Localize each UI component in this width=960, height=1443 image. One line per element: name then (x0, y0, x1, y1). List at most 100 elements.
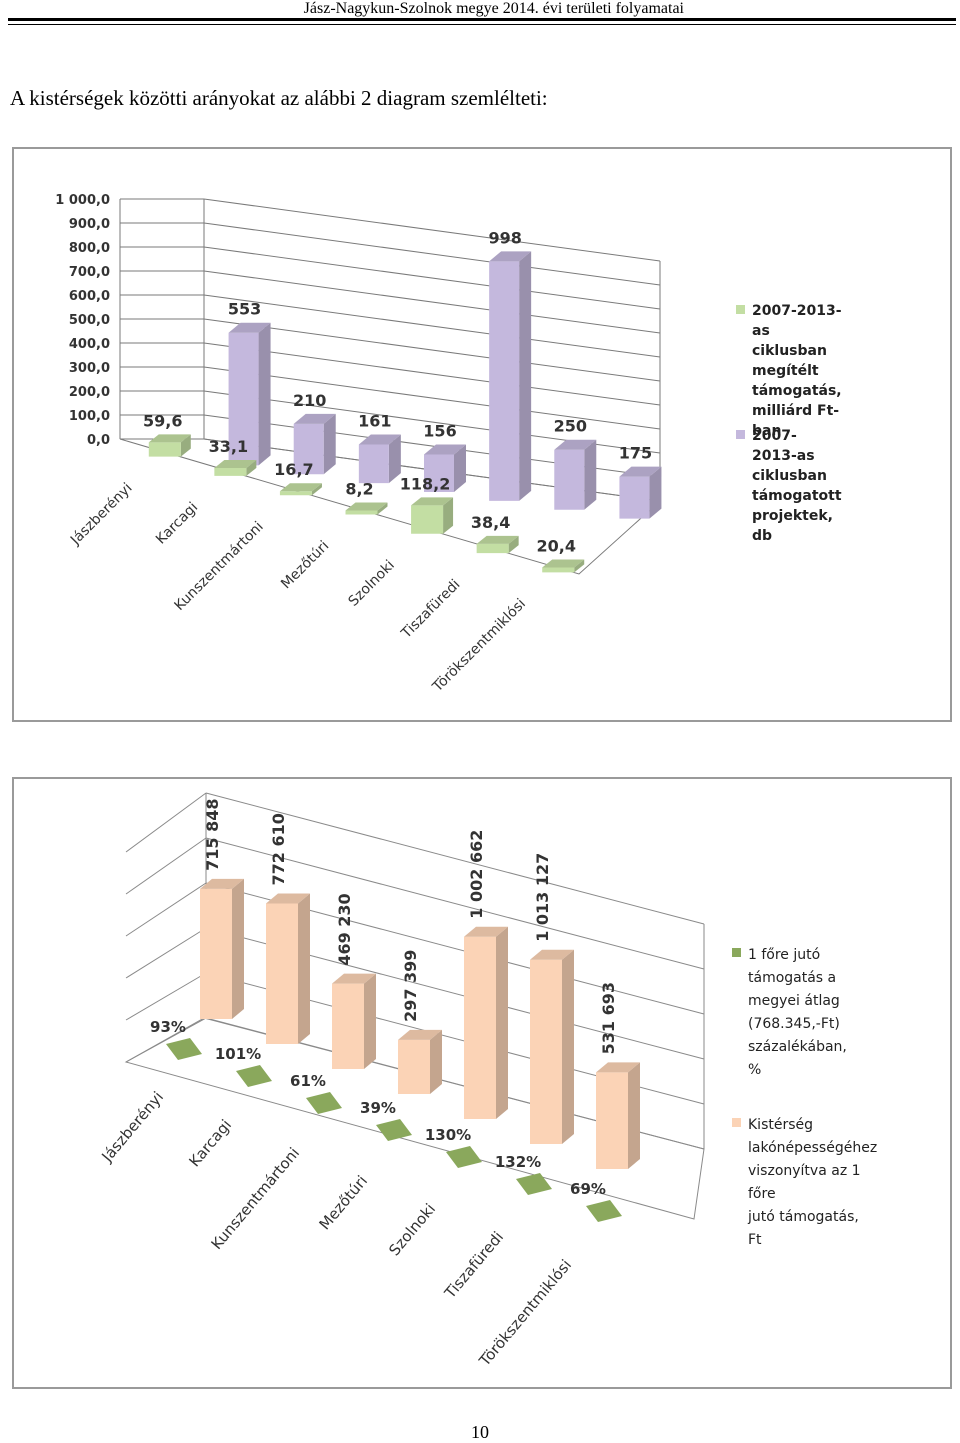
gridline-side (125, 837, 207, 895)
y-tick-label: 200,0 (69, 385, 110, 400)
chart-projects: 1 000,0 900,0 800,0 700,0 600,0 500,0 400,0 300… (55, 193, 662, 696)
bar-per-capita (596, 1062, 640, 1169)
bar-per-capita-front (332, 983, 364, 1069)
bar-support (148, 434, 191, 457)
bar-support-front (542, 567, 575, 573)
legend-swatch-per-capita (732, 1118, 741, 1127)
bar-per-capita-top (332, 973, 376, 984)
data-label-support: 59,6 (143, 411, 182, 430)
data-label-percent: 130% (425, 1126, 471, 1144)
bar-per-capita-top (398, 1029, 442, 1040)
bar-projects-front (489, 261, 520, 501)
legend-swatch-percent (732, 948, 741, 957)
category-label: Karcagi (153, 499, 201, 547)
bar-projects-side (519, 251, 532, 501)
bar-per-capita-side (364, 973, 376, 1069)
bar-support (476, 535, 519, 554)
header-rule (8, 18, 956, 21)
bar-projects-top (293, 413, 336, 424)
bar-projects (228, 322, 271, 466)
gridline (203, 318, 661, 382)
data-label-support: 16,7 (274, 460, 313, 479)
bar-projects-top (619, 466, 662, 477)
bar-projects-side (454, 444, 466, 492)
gridline (205, 792, 705, 925)
bar-projects-top (228, 322, 271, 333)
bar-per-capita-side (628, 1062, 640, 1169)
data-label-projects: 998 (488, 228, 521, 247)
data-label-projects: 553 (228, 300, 261, 319)
bar-support (542, 559, 585, 573)
bar-support-top (279, 483, 322, 492)
legend-swatch-support (736, 305, 745, 314)
category-label: Törökszentmiklósi (429, 596, 529, 696)
category-label: Kunszentmártoni (208, 1144, 304, 1253)
bar-projects-top (554, 439, 597, 450)
gridline-side (125, 792, 207, 853)
bar-per-capita-side (430, 1029, 442, 1094)
bar-support-side (180, 434, 191, 457)
data-label-support: 33,1 (209, 437, 248, 456)
bar-support-side (311, 483, 322, 496)
y-tick-label: 1 000,0 (55, 193, 110, 208)
bar-projects (358, 434, 401, 484)
chart-projects-legend: 2007-2013-as ciklusban megítélt támogatá… (736, 301, 946, 544)
chart-floor (124, 1017, 705, 1220)
gridline (203, 366, 661, 430)
bar-projects-front (424, 454, 454, 492)
data-label-support: 38,4 (471, 513, 510, 532)
bar-per-capita-top (266, 893, 310, 904)
chart-per-capita-legend: 1 főre jutó támogatás a megyei átlag (76… (732, 944, 948, 1248)
bar-support-front (476, 543, 509, 554)
bar-per-capita-front (464, 936, 496, 1119)
bar-projects-front (619, 476, 650, 519)
bar-projects-top (489, 251, 532, 262)
tile-percent (446, 1146, 482, 1168)
bar-per-capita (332, 973, 376, 1069)
data-label-per-capita: 1 013 127 (533, 853, 552, 942)
bar-projects-front (228, 332, 259, 466)
data-label-projects: 175 (619, 444, 652, 463)
bar-projects-side (649, 466, 662, 519)
data-label-per-capita: 531 693 (599, 982, 618, 1054)
y-tick-label: 100,0 (69, 409, 110, 424)
bar-projects (424, 444, 466, 492)
data-label-per-capita: 772 610 (269, 813, 288, 885)
data-label-projects: 210 (293, 391, 326, 410)
bar-per-capita-front (596, 1072, 628, 1169)
data-label-projects: 156 (423, 422, 456, 441)
y-tick-label: 0,0 (87, 433, 110, 448)
bar-per-capita-side (496, 926, 508, 1119)
bar-projects (619, 466, 662, 519)
bar-per-capita (266, 893, 310, 1044)
tile-percent (306, 1092, 342, 1114)
bar-per-capita (398, 1029, 442, 1094)
bar-per-capita-front (398, 1039, 430, 1094)
bar-support-side (377, 502, 388, 515)
gridline-side (125, 882, 207, 937)
bar-projects-top (424, 444, 466, 455)
bar-projects-side (584, 439, 597, 510)
bar-support (411, 497, 454, 534)
data-label-percent: 39% (360, 1099, 396, 1117)
bar-support-top (148, 434, 191, 443)
data-label-support: 8,2 (345, 480, 373, 499)
bar-projects-front (554, 449, 585, 510)
legend-label-per-capita: Kistérség lakónépességéhez viszonyítva a… (748, 1117, 878, 1248)
bar-projects-front (358, 444, 389, 484)
gridline (203, 222, 661, 286)
bar-projects-side (323, 413, 336, 475)
tile-percent (516, 1173, 552, 1195)
category-label: Kunszentmártoni (172, 519, 267, 614)
bar-projects-front (293, 423, 324, 475)
intro-text: A kistérségek közötti arányokat az alább… (10, 86, 548, 110)
page-number: 10 (471, 1422, 489, 1442)
bar-per-capita (464, 926, 508, 1119)
bar-support-top (345, 502, 388, 511)
legend-label-percent: 1 főre jutó támogatás a megyei átlag (76… (748, 947, 847, 1078)
data-label-per-capita: 297 399 (401, 950, 420, 1022)
bar-per-capita-front (266, 903, 298, 1044)
chart-per-capita: 715 848 93% Jászberényi 772 610 101% Karcagi 4… (98, 792, 705, 1370)
bar-per-capita-side (298, 893, 310, 1044)
legend-swatch-projects (736, 430, 745, 439)
